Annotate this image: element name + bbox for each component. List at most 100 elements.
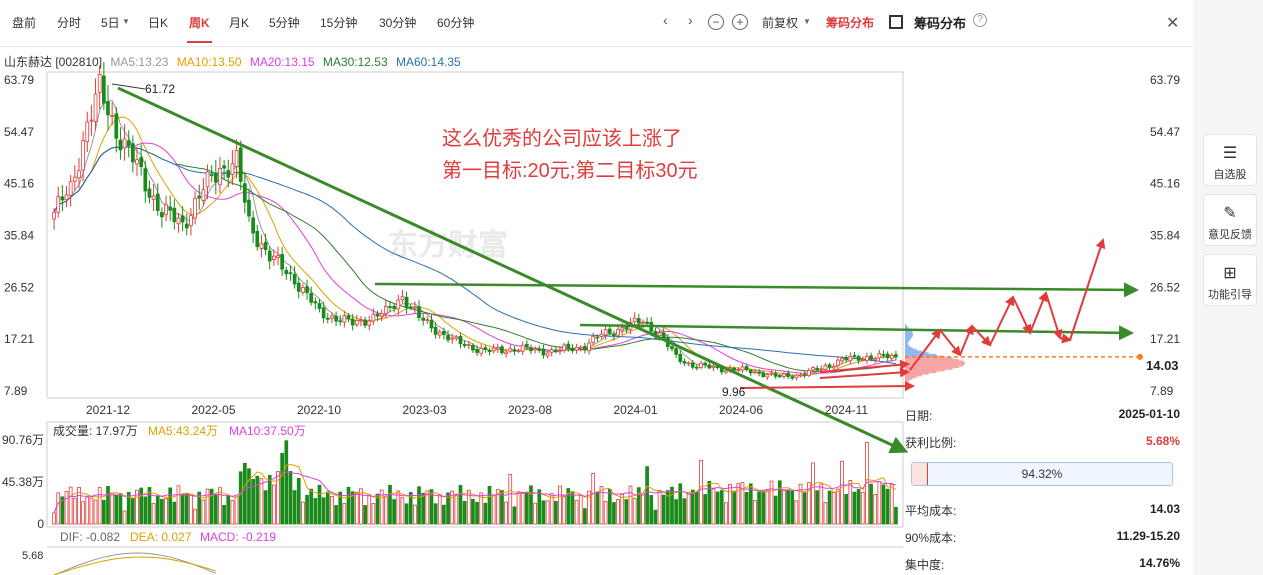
candle-body: [417, 306, 421, 318]
volume-bar: [425, 490, 430, 525]
volume-bar: [334, 505, 338, 525]
date-xtick: 2023-03: [402, 403, 446, 417]
tab-15min[interactable]: 15分钟: [320, 16, 358, 30]
candle-body: [744, 366, 749, 371]
chevron-down-icon[interactable]: ▼: [803, 17, 811, 26]
chip-bar: [905, 362, 965, 365]
tab-weekly[interactable]: 周K: [187, 16, 212, 43]
candle-body: [678, 353, 683, 362]
tab-monthly[interactable]: 月K: [229, 16, 250, 30]
tab-5min[interactable]: 5分钟: [269, 16, 300, 30]
volume-bar: [284, 440, 289, 525]
sidebar-guide[interactable]: ⊞ 功能引导: [1203, 254, 1257, 306]
chip-bar: [905, 333, 913, 337]
list-icon: ☰: [1222, 145, 1238, 162]
volume-bar: [193, 508, 197, 525]
candle-body: [881, 353, 886, 356]
chip-bar: [905, 373, 923, 377]
volume-bar: [587, 490, 591, 525]
candle-body: [288, 272, 293, 275]
candle-body: [60, 196, 65, 201]
candle-body: [408, 306, 413, 309]
tab-5day[interactable]: 5日: [101, 16, 120, 30]
candle-body: [81, 140, 85, 171]
volume-bar: [93, 499, 98, 525]
volume-bar: [272, 484, 276, 525]
prev-icon[interactable]: ‹: [663, 12, 668, 28]
candle-body: [512, 349, 517, 352]
chart-window: 盘前 分时 5日 ▼ 日K 周K 月K 5分钟 15分钟 30分钟 60分钟 ‹…: [0, 0, 1193, 575]
chip-toggle[interactable]: 筹码分布: [826, 16, 875, 30]
macd-dif: DIF: -0.082: [60, 530, 120, 544]
candle-body: [757, 371, 761, 374]
next-icon[interactable]: ›: [688, 12, 693, 28]
sidebar-watchlist[interactable]: ☰ 自选股: [1203, 134, 1257, 186]
volume-bar: [599, 486, 604, 525]
candle-body: [321, 307, 326, 319]
candle-body: [363, 319, 367, 326]
volume-bar: [367, 494, 372, 525]
fq-select[interactable]: 前复权: [762, 16, 799, 30]
volume-bar: [126, 491, 131, 525]
volume-bar: [267, 474, 272, 525]
volume-bar: [309, 488, 314, 525]
vol-ma5-line: [53, 463, 897, 514]
volume-bar: [554, 500, 558, 525]
tab-daily[interactable]: 日K: [148, 16, 169, 30]
zoom-in-icon[interactable]: +: [732, 14, 748, 30]
candle-body: [848, 355, 853, 362]
candle-body: [85, 121, 90, 143]
feedback-icon: ✎: [1223, 205, 1237, 222]
volume-bar: [591, 472, 596, 525]
volume-bar: [616, 499, 620, 525]
price-ytick-left: 35.84: [4, 229, 34, 243]
volume-bar: [744, 491, 749, 525]
close-icon[interactable]: ✕: [1166, 15, 1180, 32]
zoom-out-icon[interactable]: −: [708, 14, 724, 30]
volume-bar: [479, 492, 484, 525]
tab-60min[interactable]: 60分钟: [437, 16, 475, 30]
kline-chart[interactable]: 东方财富 63.79 63.79 54.47 54.47 45.16 45.16 35.84…: [0, 0, 1193, 575]
volume-bar: [583, 508, 587, 525]
volume-bar: [769, 480, 774, 525]
tab-30min[interactable]: 30分钟: [379, 16, 417, 30]
volume-bar: [678, 483, 683, 525]
volume-bar: [848, 480, 853, 525]
chevron-down-icon[interactable]: ▼: [122, 17, 130, 26]
candle-body: [425, 319, 430, 322]
candle-body: [761, 372, 766, 377]
chip-bar: [905, 372, 929, 375]
candle-body: [263, 241, 268, 250]
candle-body: [699, 362, 703, 368]
volume-bar: [379, 489, 384, 525]
fullscreen-icon[interactable]: [889, 15, 903, 29]
volume-bar: [375, 493, 380, 525]
chip-range: 11.29-15.20: [1116, 529, 1180, 543]
date-xtick: 2024-01: [613, 403, 657, 417]
volume-bar: [280, 452, 285, 525]
volume-bar: [661, 494, 666, 525]
volume-bar: [578, 494, 583, 525]
candle-body: [433, 326, 438, 335]
volume-bar: [786, 490, 790, 525]
date-xtick: 2022-10: [297, 403, 341, 417]
ma5-value: MA5:13.23: [110, 55, 169, 69]
macd-dea-line: [53, 556, 216, 575]
help-icon[interactable]: ?: [973, 13, 987, 27]
candle-body: [342, 315, 347, 323]
candle-body: [184, 223, 189, 229]
candle-body: [753, 371, 757, 374]
candle-body: [367, 320, 372, 326]
candle-body: [383, 305, 388, 314]
candle-body: [765, 374, 770, 378]
candle-body: [524, 343, 529, 348]
volume-bar: [562, 496, 567, 525]
tab-intraday[interactable]: 分时: [57, 16, 82, 30]
sidebar-feedback[interactable]: ✎ 意见反馈: [1203, 194, 1257, 246]
ma10-value: MA10:13.50: [176, 55, 242, 69]
candle-body: [446, 334, 450, 341]
candle-body: [313, 301, 318, 304]
tab-premarket[interactable]: 盘前: [12, 16, 37, 30]
price-ytick-right: 7.89: [1150, 384, 1174, 398]
volume-bar: [815, 490, 819, 525]
